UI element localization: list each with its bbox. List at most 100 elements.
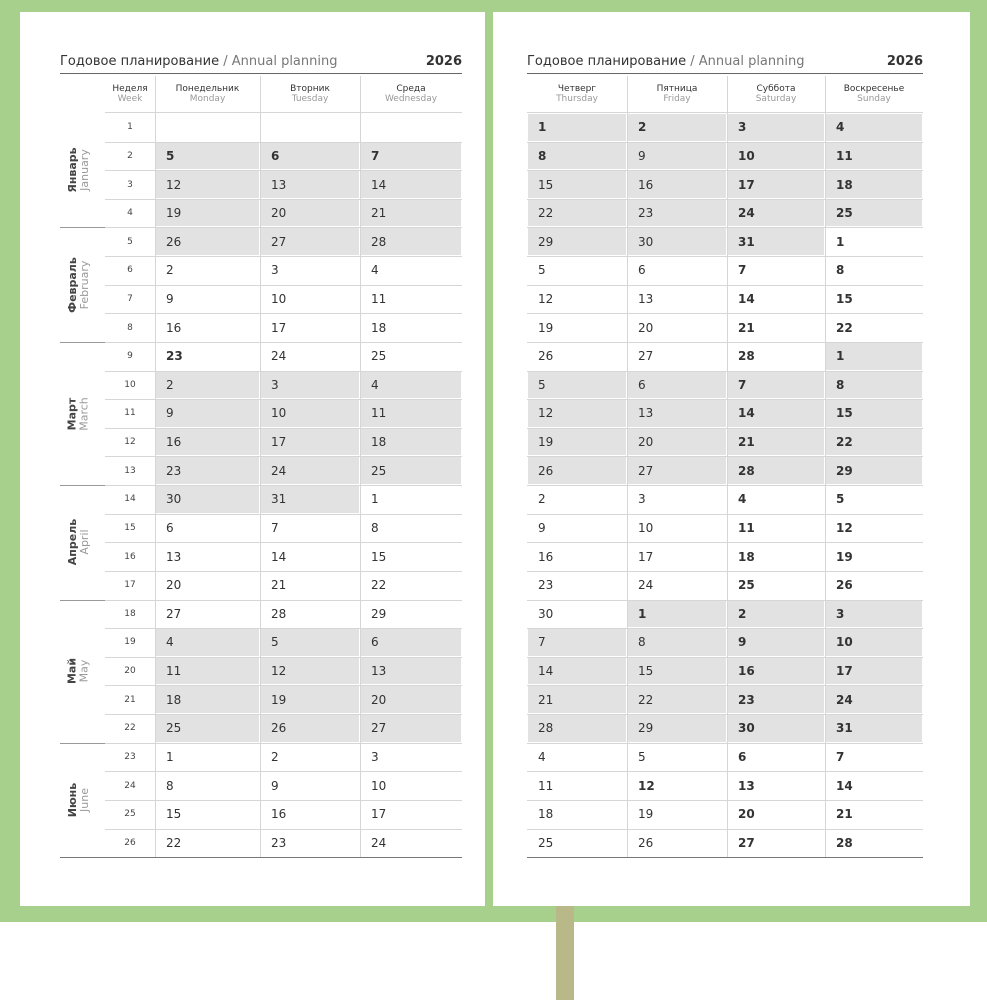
date-cell: 13 xyxy=(166,549,182,564)
date-cell: 19 xyxy=(156,199,259,227)
date-cell: 1 xyxy=(826,342,922,370)
date-cell: 21 xyxy=(271,578,287,593)
week-number: 9 xyxy=(127,351,133,362)
date-cell: 13 xyxy=(638,292,654,307)
month-rule xyxy=(60,485,105,487)
column-header-ru: Неделя xyxy=(112,84,148,94)
header-year: 2026 xyxy=(886,54,923,69)
month-rule xyxy=(60,857,105,859)
date-cell: 16 xyxy=(628,171,726,198)
date-cell: 18 xyxy=(156,686,259,713)
row-rule xyxy=(527,399,923,401)
date-cell: 16 xyxy=(271,807,287,822)
date-cell: 20 xyxy=(738,807,755,822)
date-cell: 3 xyxy=(261,371,359,399)
date-cell: 18 xyxy=(361,428,461,456)
column-header-ru: Четверг xyxy=(557,84,597,94)
row-rule xyxy=(105,341,462,343)
date-cell: 30 xyxy=(628,228,726,256)
column-header-en: Sunday xyxy=(857,94,891,104)
header-rule xyxy=(527,73,923,74)
date-cell: 27 xyxy=(738,835,755,850)
date-cell xyxy=(261,114,359,141)
header-separator: / xyxy=(690,54,695,69)
date-cell: 29 xyxy=(371,606,387,621)
date-cell: 25 xyxy=(538,835,554,850)
date-cell: 24 xyxy=(728,199,824,227)
date-cell: 4 xyxy=(371,263,379,278)
date-cell: 14 xyxy=(361,171,461,198)
date-cell: 16 xyxy=(728,657,824,685)
row-rule xyxy=(105,857,462,859)
date-cell: 25 xyxy=(156,715,259,742)
date-cell: 26 xyxy=(638,835,654,850)
column-header-en: Monday xyxy=(189,94,226,104)
row-rule xyxy=(105,370,462,372)
column-divider xyxy=(360,76,361,858)
date-cell: 25 xyxy=(371,349,387,364)
row-rule xyxy=(527,771,923,773)
date-cell: 16 xyxy=(156,428,259,456)
date-cell: 14 xyxy=(528,657,626,685)
week-number: 19 xyxy=(124,637,136,648)
date-cell: 7 xyxy=(271,520,279,535)
week-number: 22 xyxy=(124,723,136,734)
column-header: Среда Wednesday xyxy=(360,84,462,104)
date-cell: 20 xyxy=(261,199,359,227)
month-ru: Апрель xyxy=(65,519,79,566)
date-cell: 20 xyxy=(361,686,461,713)
date-cell: 2 xyxy=(728,600,824,628)
week-number: 10 xyxy=(124,379,136,390)
date-cell: 28 xyxy=(528,715,626,742)
date-cell: 31 xyxy=(826,715,922,742)
date-cell: 2 xyxy=(156,371,259,399)
row-rule xyxy=(527,456,923,458)
date-cell: 16 xyxy=(538,549,554,564)
date-cell: 17 xyxy=(826,657,922,685)
date-cell: 26 xyxy=(261,715,359,742)
date-cell: 14 xyxy=(728,400,824,427)
row-rule xyxy=(527,542,923,544)
row-rule xyxy=(527,370,923,372)
date-cell: 9 xyxy=(166,292,174,307)
week-number: 17 xyxy=(124,580,136,591)
month-rule xyxy=(60,599,105,601)
date-cell: 9 xyxy=(271,778,279,793)
column-header-en: Wednesday xyxy=(384,94,438,104)
row-rule xyxy=(527,599,923,601)
date-cell: 21 xyxy=(738,320,755,335)
date-cell: 3 xyxy=(638,492,646,507)
date-cell: 6 xyxy=(628,371,726,399)
date-cell: 7 xyxy=(528,629,626,656)
date-cell: 8 xyxy=(528,142,626,170)
date-cell: 6 xyxy=(738,749,747,764)
date-cell: 12 xyxy=(538,292,554,307)
date-cell: 20 xyxy=(166,578,182,593)
date-cell: 11 xyxy=(738,520,755,535)
row-rule xyxy=(105,198,462,200)
date-cell: 15 xyxy=(628,657,726,685)
date-cell: 4 xyxy=(738,492,747,507)
row-rule xyxy=(527,141,923,143)
date-cell: 27 xyxy=(638,349,654,364)
row-rule xyxy=(527,170,923,172)
row-rule xyxy=(105,313,462,315)
date-cell: 22 xyxy=(826,428,922,456)
month-label: Март March xyxy=(66,342,97,485)
date-cell: 1 xyxy=(528,114,626,141)
header-title-ru: Годовое планирование xyxy=(60,54,220,69)
row-rule xyxy=(105,542,462,544)
date-cell: 24 xyxy=(638,578,654,593)
date-cell: 28 xyxy=(361,228,461,256)
date-cell: 11 xyxy=(361,400,461,427)
date-cell: 27 xyxy=(628,457,726,485)
date-cell: 25 xyxy=(738,578,755,593)
date-cell: 21 xyxy=(528,686,626,713)
date-cell: 29 xyxy=(826,457,922,485)
page-header: Годовое планирование / Annual planning xyxy=(60,54,337,69)
date-cell: 11 xyxy=(156,657,259,685)
date-cell: 27 xyxy=(261,228,359,256)
row-rule xyxy=(105,256,462,258)
date-cell: 15 xyxy=(371,549,387,564)
date-cell: 4 xyxy=(156,629,259,656)
